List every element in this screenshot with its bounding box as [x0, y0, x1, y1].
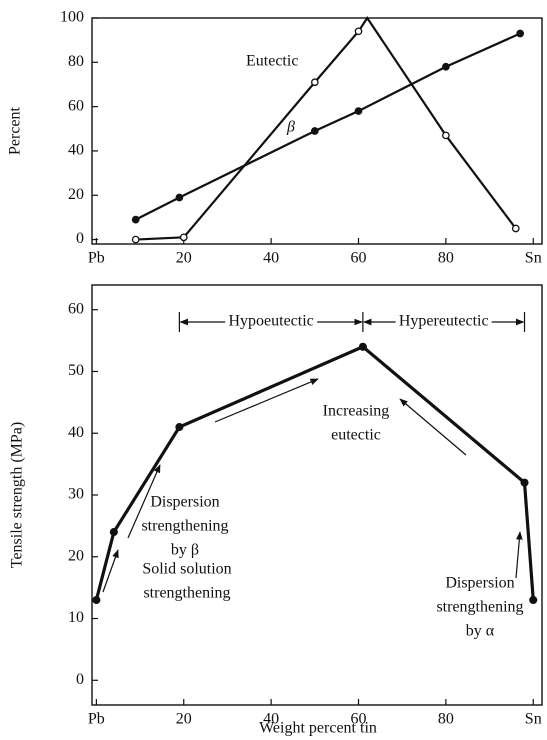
- series-label: Eutectic: [246, 53, 298, 70]
- arrow: [214, 378, 319, 423]
- y-tick-label: 20: [68, 186, 84, 203]
- y-tick-label: 100: [60, 9, 84, 26]
- arrow: [399, 398, 467, 456]
- data-point: [442, 62, 450, 71]
- y-axis-title: Tensile strength (MPa): [9, 422, 26, 568]
- annotation: Dispersion: [445, 575, 514, 592]
- y-axis-title: Percent: [7, 106, 24, 155]
- y-tick-label: 60: [68, 300, 84, 317]
- annotation: Hypereutectic: [399, 313, 489, 330]
- data-point: [358, 342, 367, 351]
- x-tick-label: 20: [176, 250, 192, 267]
- arrow: [102, 549, 119, 593]
- y-tick-label: 40: [68, 424, 84, 441]
- x-tick-label: 60: [351, 250, 367, 267]
- top-plot-frame: [91, 17, 543, 245]
- data-point: [310, 78, 319, 87]
- annotation: eutectic: [331, 427, 381, 444]
- data-point: [442, 131, 450, 140]
- y-tick-label: 20: [68, 547, 84, 564]
- annotation: Increasing: [323, 403, 390, 420]
- annotation: strengthening: [141, 518, 228, 535]
- data-point: [511, 224, 520, 233]
- arrow: [515, 531, 523, 579]
- x-axis-title: Weight percent tin: [259, 720, 377, 737]
- x-tick-label: Sn: [525, 250, 542, 267]
- data-point: [310, 127, 319, 135]
- y-tick-label: 0: [76, 230, 84, 247]
- y-tick-label: 0: [76, 671, 84, 688]
- annotation: by β: [171, 542, 199, 559]
- x-tick-label: 80: [438, 250, 454, 267]
- x-tick-label: 80: [438, 711, 454, 728]
- data-point: [179, 233, 188, 242]
- y-tick-label: 80: [68, 53, 84, 70]
- series-line: [94, 344, 535, 601]
- data-point: [529, 595, 538, 605]
- series-label: β: [286, 119, 295, 136]
- x-tick-label: 40: [263, 711, 279, 728]
- x-tick-label: 60: [351, 711, 367, 728]
- y-tick-label: 50: [68, 362, 84, 379]
- data-point: [175, 423, 184, 432]
- annotation: strengthening: [143, 585, 230, 602]
- annotation: strengthening: [436, 599, 523, 616]
- arrow: [127, 464, 161, 539]
- data-point: [131, 215, 140, 224]
- data-point: [516, 29, 525, 38]
- data-point: [175, 193, 184, 202]
- data-point: [520, 478, 529, 487]
- y-tick-label: 10: [68, 609, 84, 626]
- annotation: Solid solution: [142, 561, 231, 578]
- annotation: by α: [466, 623, 495, 640]
- y-tick-label: 60: [68, 97, 84, 114]
- annotation: Hypoeutectic: [228, 313, 313, 330]
- data-point: [109, 528, 118, 537]
- y-tick-label: 40: [68, 142, 84, 159]
- series-line: [135, 32, 521, 221]
- y-tick-label: 30: [68, 486, 84, 503]
- x-tick-label: 40: [263, 250, 279, 267]
- x-tick-label: Pb: [88, 250, 105, 267]
- data-point: [354, 107, 363, 115]
- data-point: [92, 595, 101, 605]
- series-line: [135, 16, 517, 241]
- x-tick-label: Pb: [88, 711, 105, 728]
- x-tick-label: Sn: [525, 711, 542, 728]
- data-point: [354, 27, 363, 36]
- annotation: Dispersion: [150, 494, 219, 511]
- x-tick-label: 20: [176, 711, 192, 728]
- data-point: [131, 235, 140, 244]
